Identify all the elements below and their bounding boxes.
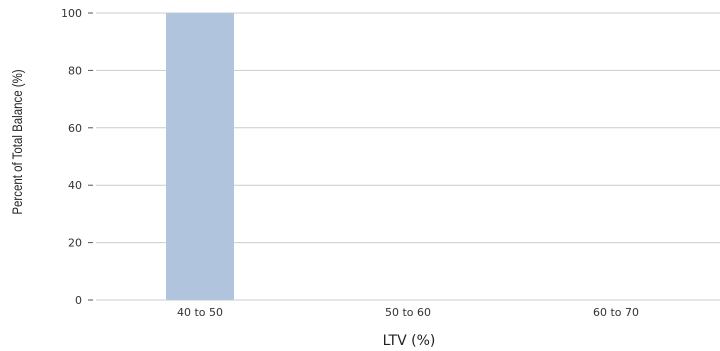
y-axis: 0 20 40 60 80 100: [61, 7, 93, 307]
y-tick-label-0: 0: [75, 294, 82, 307]
y-tick-label-60: 60: [68, 122, 82, 135]
bars: [166, 13, 234, 300]
x-axis: 40 to 50 50 to 60 60 to 70: [177, 306, 639, 319]
x-tick-label-0: 40 to 50: [177, 306, 223, 319]
x-tick-label-1: 50 to 60: [385, 306, 431, 319]
x-axis-title: LTV (%): [383, 333, 436, 349]
y-tick-label-100: 100: [61, 7, 82, 20]
y-tick-label-20: 20: [68, 237, 82, 250]
y-tick-label-80: 80: [68, 64, 82, 77]
x-tick-label-2: 60 to 70: [593, 306, 639, 319]
y-tick-label-40: 40: [68, 179, 82, 192]
bar-0: [166, 13, 234, 300]
y-axis-title: Percent of Total Balance (%): [9, 69, 25, 214]
